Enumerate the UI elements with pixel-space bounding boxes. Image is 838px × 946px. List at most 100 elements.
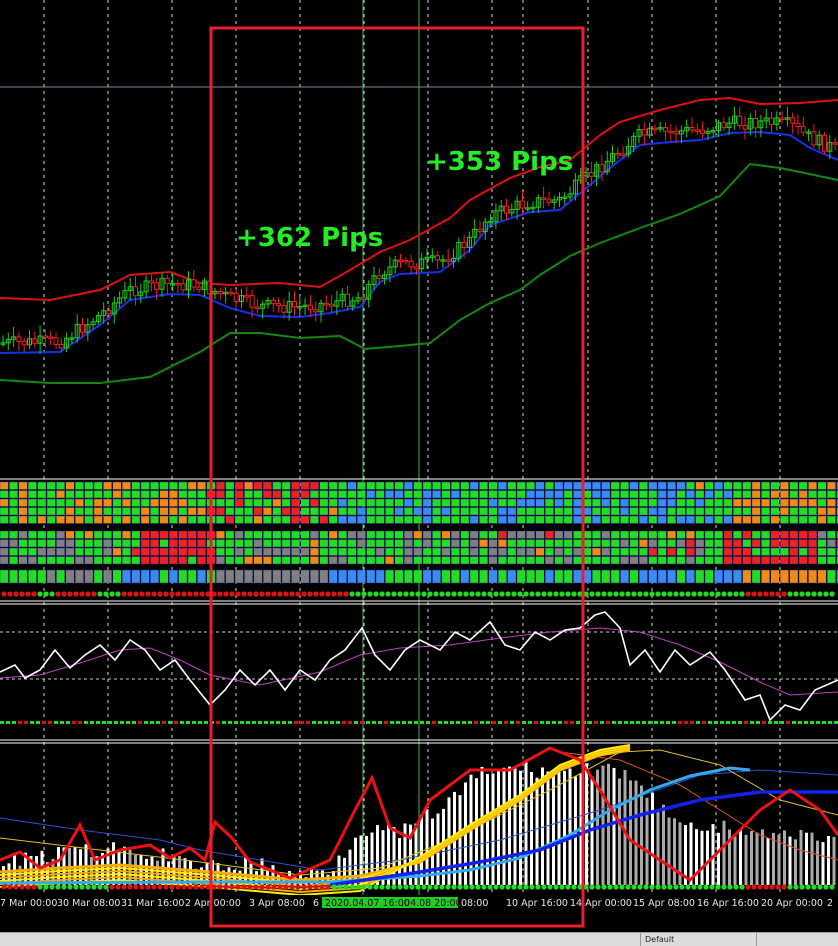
signal-dot	[427, 884, 433, 890]
heat-cell	[28, 547, 37, 556]
signal-dot	[277, 591, 283, 597]
heat-cell	[827, 515, 836, 524]
heat-cell	[65, 490, 75, 499]
signal-dot	[91, 591, 97, 597]
osc-dash	[654, 721, 658, 724]
signal-dot	[103, 884, 109, 890]
signal-dot	[625, 591, 631, 597]
candle-body	[456, 241, 462, 259]
heat-cell	[488, 556, 498, 565]
heat-cell	[686, 539, 695, 548]
histogram-bar	[656, 810, 660, 885]
candle-body	[270, 299, 276, 305]
heat-cell	[253, 556, 263, 565]
signal-dot	[547, 591, 553, 597]
heat-cell	[46, 539, 56, 548]
heat-cell	[563, 556, 573, 565]
heat-cell	[507, 490, 517, 499]
heat-cell	[686, 530, 695, 539]
heat-cell	[667, 498, 677, 507]
signal-dot	[367, 591, 373, 597]
signal-dot	[517, 591, 523, 597]
heat-cell	[422, 498, 432, 507]
heat-cell	[780, 569, 789, 584]
heat-cell	[620, 569, 630, 584]
histogram-bar	[513, 767, 517, 885]
heat-cell	[798, 507, 808, 516]
heat-cell	[150, 530, 159, 539]
heat-cell	[93, 539, 103, 548]
heat-cell	[168, 530, 178, 539]
heat-cell	[187, 481, 197, 490]
heat-cell	[215, 507, 225, 516]
price-pane[interactable]: +362 Pips +353 Pips	[0, 96, 838, 384]
heat-cell	[234, 556, 244, 565]
signal-dot	[25, 591, 31, 597]
heat-cell	[357, 569, 366, 584]
candle-body	[180, 283, 186, 291]
heat-cell	[629, 569, 639, 584]
heat-cell	[65, 569, 75, 584]
heat-cell	[563, 490, 573, 499]
candle-body	[758, 120, 764, 129]
histogram-bar	[695, 829, 698, 885]
heat-cell	[112, 530, 122, 539]
signal-dot	[331, 591, 337, 597]
heat-cell	[56, 490, 66, 499]
heat-cell	[827, 481, 836, 490]
signal-dot	[283, 591, 289, 597]
heat-cell	[178, 539, 188, 548]
heat-cell	[592, 569, 601, 584]
signal-dot	[439, 591, 445, 597]
signal-dot	[193, 591, 199, 597]
heat-cell	[780, 547, 789, 556]
signal-dot	[427, 591, 433, 597]
signal-dot	[493, 884, 499, 890]
heat-cell	[93, 498, 103, 507]
heat-cell	[770, 515, 780, 524]
signal-dot	[211, 591, 217, 597]
signal-dot	[487, 591, 493, 597]
heat-cell	[310, 547, 319, 556]
candle-body	[806, 131, 812, 134]
heat-cell	[291, 530, 300, 539]
heat-cell	[620, 490, 630, 499]
heat-cell	[140, 569, 150, 584]
oscillator-pane	[0, 611, 838, 744]
candle-body	[371, 275, 377, 286]
signal-dot	[109, 884, 115, 890]
heat-cell	[385, 507, 394, 516]
heat-cell	[103, 556, 113, 565]
heat-cell	[37, 515, 47, 524]
heat-cell	[366, 556, 376, 565]
osc-dash	[366, 721, 370, 724]
histogram-bar	[552, 775, 555, 885]
heat-cell	[37, 556, 47, 565]
heat-cell	[310, 481, 319, 490]
heat-cell	[526, 556, 536, 565]
histogram-bar	[744, 834, 748, 885]
histogram-bar	[145, 858, 148, 885]
candle-body	[694, 129, 700, 132]
signal-dot	[619, 884, 625, 890]
heat-cell	[639, 507, 648, 516]
heat-cell	[507, 539, 517, 548]
heat-cell	[441, 490, 451, 499]
candle-body	[604, 160, 610, 173]
signal-dot	[583, 591, 589, 597]
signal-dot	[163, 591, 169, 597]
heat-cell	[234, 515, 244, 524]
heat-cell	[103, 490, 113, 499]
heat-cell	[479, 539, 488, 548]
osc-dash	[12, 721, 16, 724]
heat-cell	[545, 490, 554, 499]
osc-dash	[102, 721, 106, 724]
signal-dot	[145, 884, 151, 890]
heat-cell	[629, 490, 639, 499]
heat-cell	[563, 507, 573, 516]
heat-cell	[545, 507, 554, 516]
signal-dot	[397, 591, 403, 597]
signal-dot	[691, 884, 697, 890]
candle-body	[318, 302, 324, 313]
